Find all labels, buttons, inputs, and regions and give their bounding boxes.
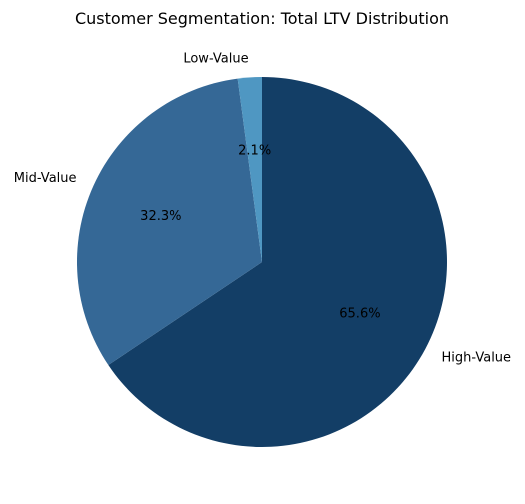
- chart-title: Customer Segmentation: Total LTV Distrib…: [75, 9, 449, 28]
- pie-slices: [76, 77, 447, 448]
- slice-label-low-value: Low-Value: [183, 51, 248, 66]
- pie-slice-high-value: [108, 77, 447, 448]
- pie-labels: High-Value 65.6% Mid-Value 32.3% Low-Value 2.…: [14, 51, 511, 365]
- pct-label-low-value: 2.1%: [238, 144, 271, 159]
- pie-slice-mid-value: [76, 78, 262, 366]
- pct-label-mid-value: 32.3%: [140, 209, 181, 224]
- slice-label-mid-value: Mid-Value: [14, 171, 77, 186]
- slice-label-high-value: High-Value: [442, 350, 512, 365]
- pct-label-high-value: 65.6%: [339, 307, 380, 322]
- pie-slice-low-value: [237, 77, 262, 262]
